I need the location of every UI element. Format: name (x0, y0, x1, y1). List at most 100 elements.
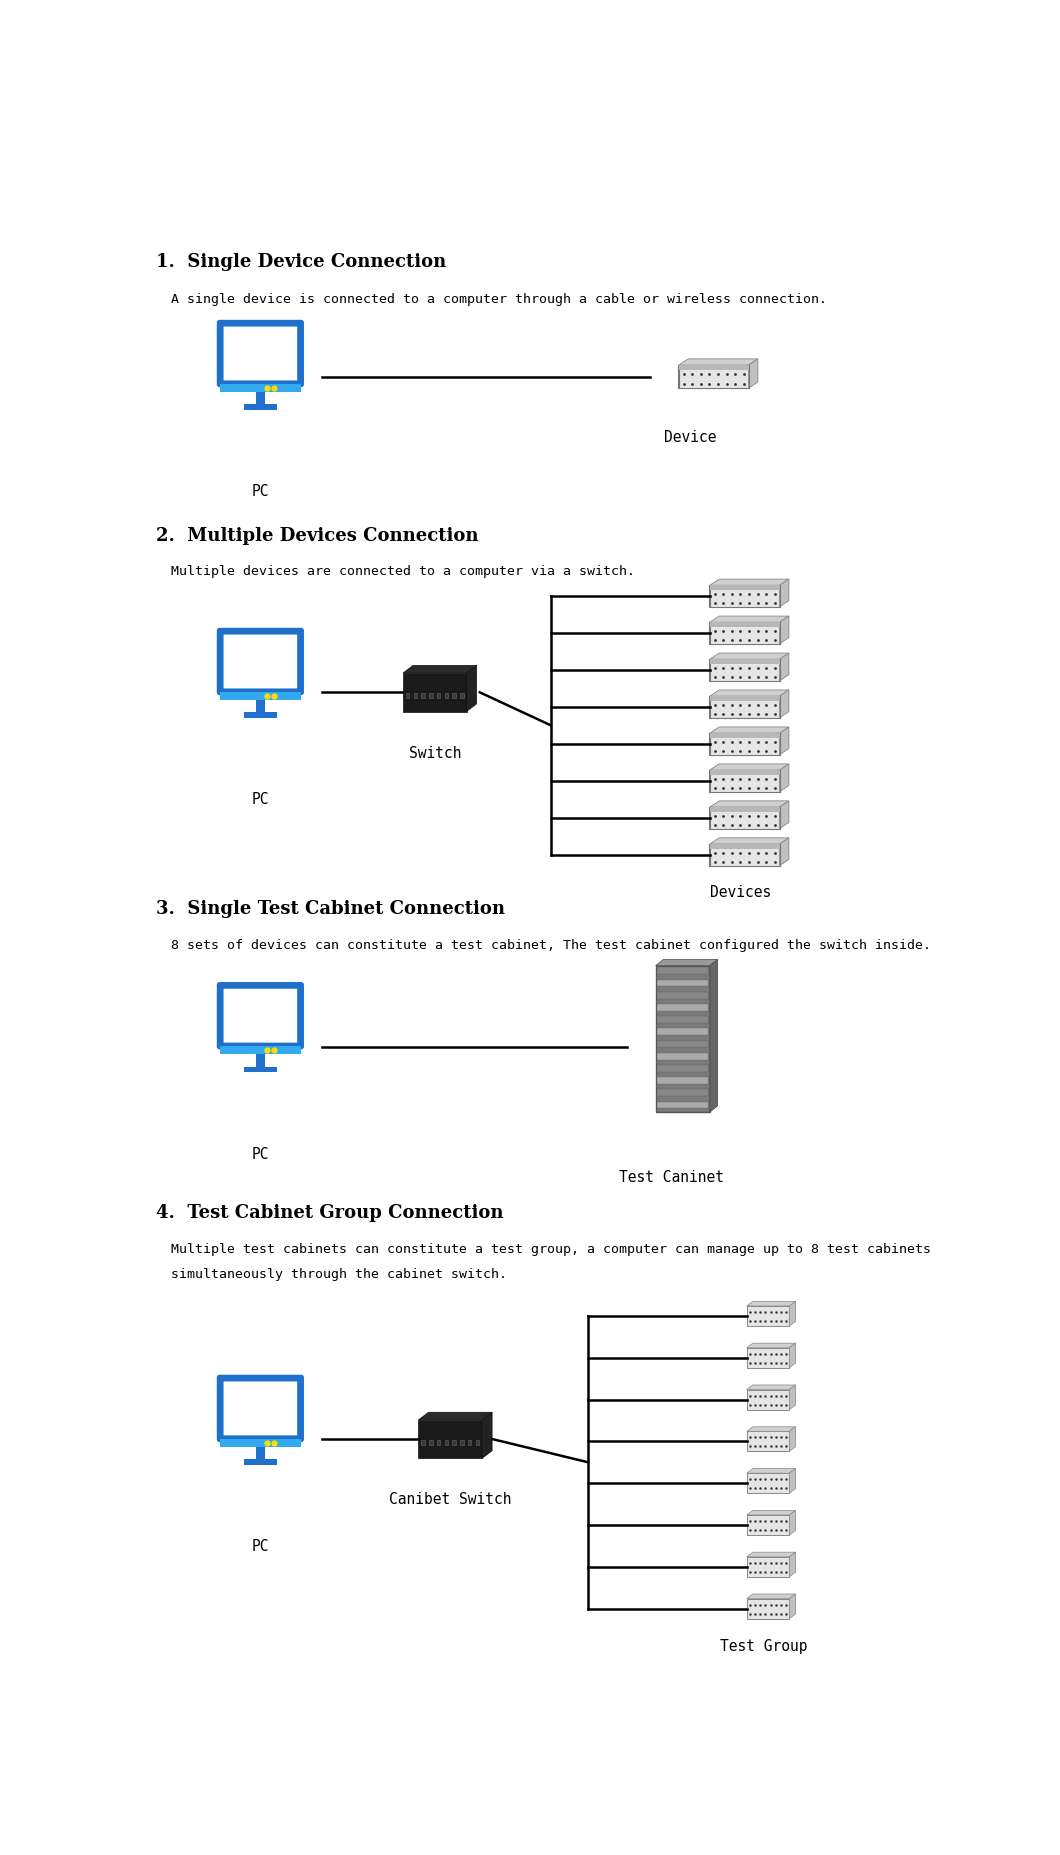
FancyBboxPatch shape (218, 983, 302, 1048)
Bar (453, 1439, 456, 1445)
Polygon shape (419, 1412, 492, 1419)
FancyBboxPatch shape (218, 321, 302, 386)
Polygon shape (710, 959, 718, 1111)
Bar (422, 1439, 425, 1445)
Polygon shape (779, 764, 789, 792)
Text: PC: PC (251, 792, 269, 807)
Text: Canibet Switch: Canibet Switch (389, 1491, 512, 1506)
Polygon shape (779, 690, 789, 718)
Bar (657, 1054, 708, 1059)
Bar (678, 365, 748, 371)
FancyBboxPatch shape (218, 1376, 302, 1439)
Bar (219, 1046, 301, 1054)
Text: PC: PC (251, 1540, 269, 1554)
Bar (746, 1306, 790, 1326)
Text: Test Group: Test Group (721, 1640, 808, 1655)
Polygon shape (656, 959, 718, 966)
Polygon shape (790, 1302, 795, 1326)
Text: Multiple test cabinets can constitute a test group, a computer can manage up to : Multiple test cabinets can constitute a … (172, 1243, 932, 1256)
Bar (710, 733, 779, 755)
Bar (429, 1439, 432, 1445)
Bar (403, 673, 466, 712)
Polygon shape (710, 764, 789, 770)
FancyBboxPatch shape (224, 634, 297, 688)
Bar (710, 621, 779, 627)
Polygon shape (678, 358, 758, 365)
Polygon shape (746, 1469, 795, 1473)
Bar (746, 1432, 790, 1451)
Bar (657, 1004, 708, 1011)
Polygon shape (710, 801, 789, 807)
Text: simultaneously through the cabinet switch.: simultaneously through the cabinet switc… (172, 1269, 508, 1282)
Bar (453, 692, 456, 697)
Bar (657, 1078, 708, 1083)
Bar (657, 1089, 708, 1096)
Polygon shape (790, 1426, 795, 1451)
Bar (460, 692, 463, 697)
Text: 8 sets of devices can constitute a test cabinet, The test cabinet configured the: 8 sets of devices can constitute a test … (172, 939, 932, 952)
Bar (444, 1439, 448, 1445)
Bar (746, 1473, 790, 1493)
Polygon shape (790, 1553, 795, 1577)
Bar (710, 733, 779, 738)
Bar (710, 844, 779, 866)
Polygon shape (710, 579, 789, 586)
Bar (429, 692, 432, 697)
Bar (657, 979, 708, 987)
Polygon shape (746, 1343, 795, 1349)
Polygon shape (746, 1553, 795, 1556)
Bar (710, 659, 779, 681)
FancyBboxPatch shape (224, 326, 297, 380)
Polygon shape (746, 1510, 795, 1516)
Text: Test Caninet: Test Caninet (619, 1171, 724, 1185)
Polygon shape (790, 1593, 795, 1619)
Text: A single device is connected to a computer through a cable or wireless connectio: A single device is connected to a comput… (172, 293, 827, 306)
Bar (476, 1439, 479, 1445)
Bar (437, 1439, 440, 1445)
Bar (219, 692, 301, 699)
Bar (657, 992, 708, 998)
FancyBboxPatch shape (218, 629, 302, 694)
Polygon shape (779, 838, 789, 866)
Text: 1.  Single Device Connection: 1. Single Device Connection (156, 254, 446, 271)
Text: Multiple devices are connected to a computer via a switch.: Multiple devices are connected to a comp… (172, 566, 635, 579)
Bar (406, 692, 409, 697)
Bar (657, 1041, 708, 1048)
Bar (244, 1460, 277, 1465)
Bar (746, 1599, 790, 1619)
Polygon shape (746, 1302, 795, 1306)
Text: 4.  Test Cabinet Group Connection: 4. Test Cabinet Group Connection (156, 1204, 503, 1222)
Bar (244, 404, 277, 410)
Bar (710, 770, 779, 775)
FancyBboxPatch shape (224, 989, 297, 1043)
Bar (657, 968, 708, 974)
Polygon shape (710, 690, 789, 696)
Bar (657, 1065, 708, 1072)
Bar (710, 807, 779, 812)
Bar (656, 966, 710, 1111)
Bar (710, 696, 779, 701)
Bar (413, 692, 418, 697)
Bar (746, 1349, 790, 1367)
Polygon shape (746, 1593, 795, 1599)
Bar (437, 692, 440, 697)
Bar (244, 1067, 277, 1072)
Bar (255, 391, 265, 404)
Bar (219, 1439, 301, 1447)
Bar (710, 770, 779, 792)
Bar (255, 1447, 265, 1460)
Polygon shape (746, 1426, 795, 1432)
Bar (255, 699, 265, 712)
Polygon shape (779, 801, 789, 829)
Bar (255, 1054, 265, 1067)
Polygon shape (710, 616, 789, 621)
Bar (746, 1556, 790, 1577)
Polygon shape (710, 653, 789, 659)
Text: Devices: Devices (710, 885, 772, 900)
Bar (746, 1389, 790, 1410)
Polygon shape (790, 1469, 795, 1493)
Bar (422, 692, 425, 697)
Bar (710, 586, 779, 607)
Polygon shape (748, 358, 758, 388)
Text: PC: PC (251, 484, 269, 499)
